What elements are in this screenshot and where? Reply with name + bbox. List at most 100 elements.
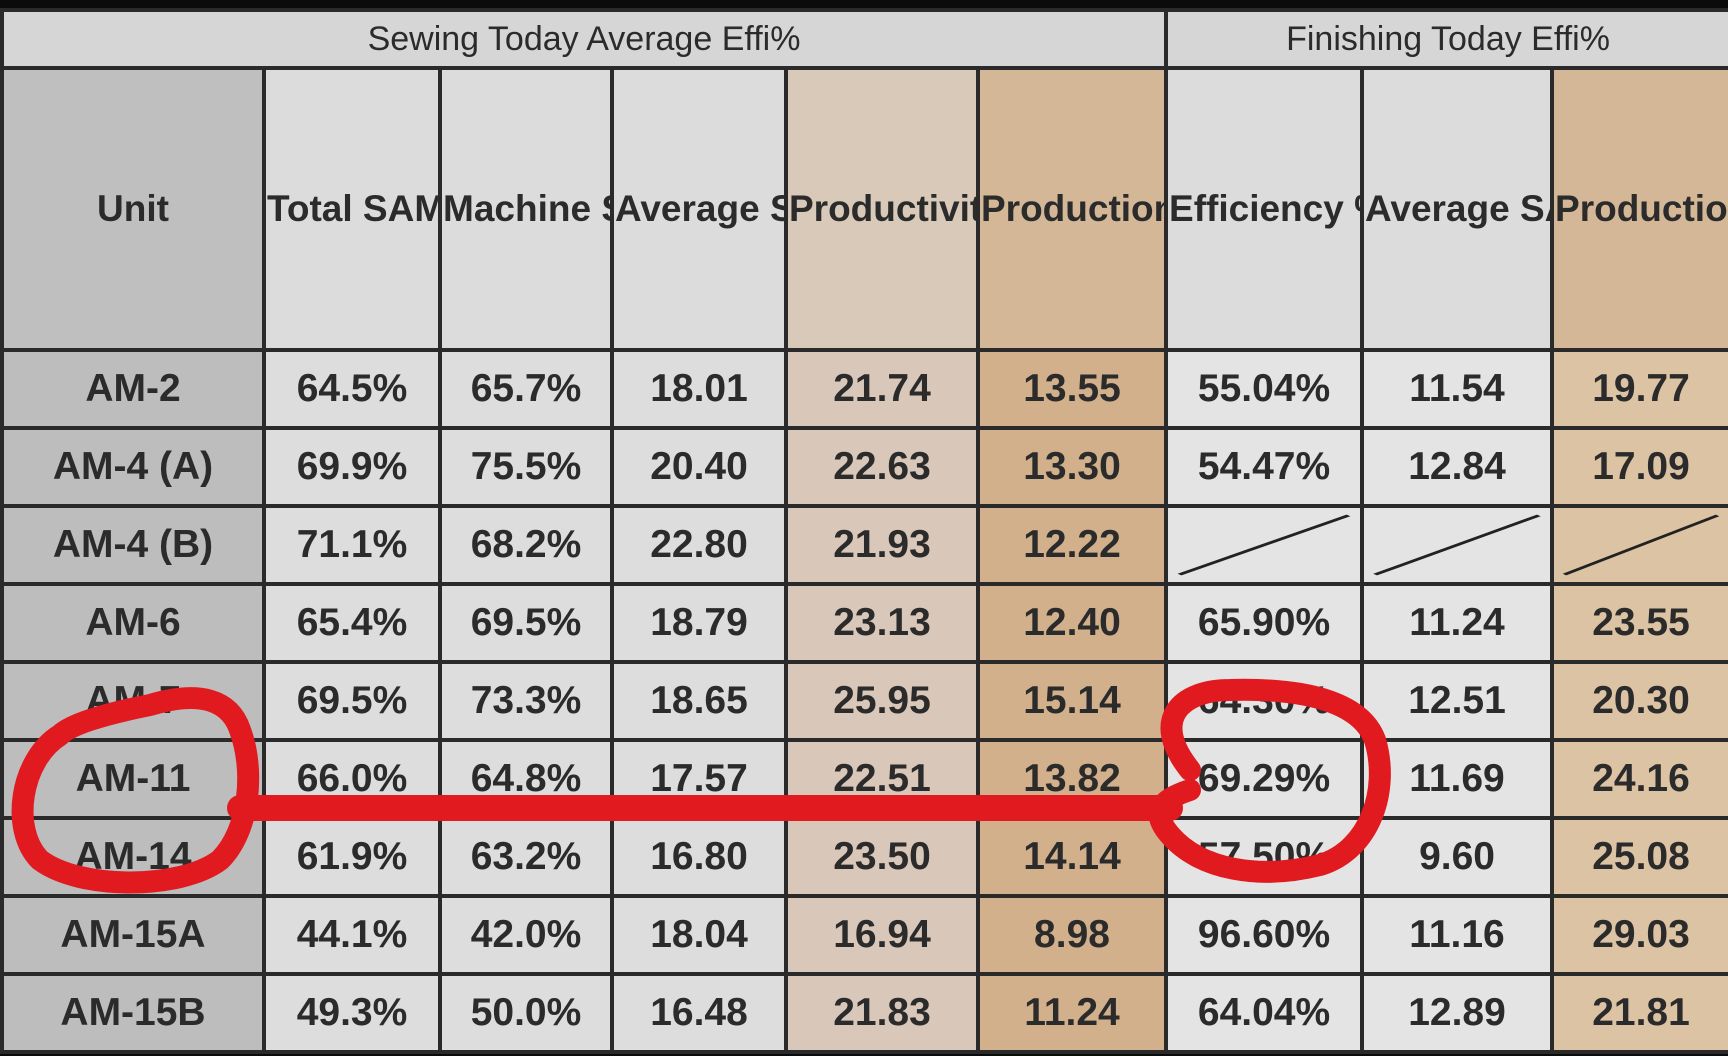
cell-production-finishing: 19.77 [1550,348,1728,430]
header-production-finishing: Production Per Finishing Employee With O… [1550,66,1728,352]
cell-production-finishing: 20.30 [1550,660,1728,742]
cell-machine-sam: 68.2% [438,504,614,586]
cell-productivity: 21.74 [784,348,980,430]
cell-unit: AM-15B [0,972,266,1054]
header-unit: Unit [0,66,266,352]
cell-production-finishing: 23.55 [1550,582,1728,664]
table-row: AM-2 64.5% 65.7% 18.01 21.74 13.55 55.04% 11.54… [0,348,1728,430]
cell-unit: AM-7 [0,660,266,742]
cell-productivity: 22.51 [784,738,980,820]
header-production-sewing: Production Per Sewing Employee With OT H… [975,66,1169,352]
empty-slash [1562,514,1720,576]
cell-unit: AM-15A [0,894,266,976]
cell-unit: AM-11 [0,738,266,820]
cell-production-finishing: 21.81 [1550,972,1728,1054]
empty-slash [1177,514,1351,576]
sewing-group-header: Sewing Today Average Effi% [0,8,1169,70]
cell-machine-sam: 64.8% [438,738,614,820]
table-row: AM-15B 49.3% 50.0% 16.48 21.83 11.24 64.04% 12.… [0,972,1728,1054]
table-row: AM-6 65.4% 69.5% 18.79 23.13 12.40 65.90% 11.24… [0,582,1728,664]
cell-production-sewing: 8.98 [975,894,1169,976]
cell-total-sam: 65.4% [262,582,442,664]
cell-unit: AM-6 [0,582,266,664]
cell-productivity: 23.50 [784,816,980,898]
cell-production-sewing: 12.40 [975,582,1169,664]
cell-production-sewing: 14.14 [975,816,1169,898]
cell-unit: AM-2 [0,348,266,430]
cell-machine-sam: 65.7% [438,348,614,430]
header-efficiency: Efficiency % [1164,66,1365,352]
cell-production-sewing: 11.24 [975,972,1169,1054]
cell-production-sewing: 13.82 [975,738,1169,820]
cell-finishing-average-sam: 11.69 [1360,738,1555,820]
cell-machine-sam: 69.5% [438,582,614,664]
cell-machine-sam: 42.0% [438,894,614,976]
cell-finishing-average-sam: 11.54 [1360,348,1555,430]
cell-unit: AM-4 (A) [0,426,266,508]
table-row: AM-14 61.9% 63.2% 16.80 23.50 14.14 57.50% 9.60… [0,816,1728,898]
cell-total-sam: 69.5% [262,660,442,742]
cell-productivity: 21.93 [784,504,980,586]
table-row: AM-4 (A) 69.9% 75.5% 20.40 22.63 13.30 54.47% 1… [0,426,1728,508]
cell-average-sam: 20.40 [610,426,788,508]
table-row: AM-11 66.0% 64.8% 17.57 22.51 13.82 69.29% 11.6… [0,738,1728,820]
cell-productivity: 25.95 [784,660,980,742]
efficiency-table: Sewing Today Average Effi% Finishing Tod… [0,8,1728,1054]
cell-average-sam: 17.57 [610,738,788,820]
cell-average-sam: 18.01 [610,348,788,430]
cell-machine-sam: 75.5% [438,426,614,508]
cell-average-sam: 18.79 [610,582,788,664]
cell-finishing-average-sam: 12.84 [1360,426,1555,508]
cell-total-sam: 49.3% [262,972,442,1054]
cell-production-finishing: 29.03 [1550,894,1728,976]
cell-average-sam: 16.80 [610,816,788,898]
header-finishing-average-sam: Average SAM [1360,66,1555,352]
cell-average-sam: 16.48 [610,972,788,1054]
cell-finishing-average-sam: 12.89 [1360,972,1555,1054]
header-machine-sam: Machine SAM Base Effi% [438,66,614,352]
empty-slash [1373,514,1541,576]
cell-unit: AM-4 (B) [0,504,266,586]
cell-finishing-average-sam: 11.16 [1360,894,1555,976]
cell-production-finishing: 25.08 [1550,816,1728,898]
cell-total-sam: 66.0% [262,738,442,820]
cell-finishing-average-sam: 11.24 [1360,582,1555,664]
cell-productivity: 21.83 [784,972,980,1054]
cell-finishing-average-sam: 12.51 [1360,660,1555,742]
cell-efficiency [1164,504,1365,586]
finishing-group-header: Finishing Today Effi% [1164,8,1728,70]
header-productivity: Productivity Per Running Sewing Machine [784,66,980,352]
cell-machine-sam: 63.2% [438,816,614,898]
cell-production-sewing: 13.30 [975,426,1169,508]
cell-total-sam: 69.9% [262,426,442,508]
cell-total-sam: 61.9% [262,816,442,898]
cell-efficiency: 65.90% [1164,582,1365,664]
header-total-sam: Total SAM Base Effi% [262,66,442,352]
cell-efficiency: 64.30% [1164,660,1365,742]
cell-efficiency: 57.50% [1164,816,1365,898]
cell-production-sewing: 12.22 [975,504,1169,586]
cell-production-sewing: 13.55 [975,348,1169,430]
cell-total-sam: 64.5% [262,348,442,430]
cell-machine-sam: 73.3% [438,660,614,742]
cell-efficiency: 54.47% [1164,426,1365,508]
cell-total-sam: 71.1% [262,504,442,586]
cell-total-sam: 44.1% [262,894,442,976]
cell-efficiency: 55.04% [1164,348,1365,430]
cell-average-sam: 18.65 [610,660,788,742]
cell-production-finishing [1550,504,1728,586]
cell-unit: AM-14 [0,816,266,898]
cell-average-sam: 18.04 [610,894,788,976]
cell-productivity: 23.13 [784,582,980,664]
cell-machine-sam: 50.0% [438,972,614,1054]
cell-efficiency: 69.29% [1164,738,1365,820]
cell-production-sewing: 15.14 [975,660,1169,742]
cell-production-finishing: 24.16 [1550,738,1728,820]
table-row: AM-7 69.5% 73.3% 18.65 25.95 15.14 64.30% 12.51… [0,660,1728,742]
cell-production-finishing: 17.09 [1550,426,1728,508]
cell-efficiency: 96.60% [1164,894,1365,976]
cell-productivity: 22.63 [784,426,980,508]
cell-productivity: 16.94 [784,894,980,976]
table-row: AM-4 (B) 71.1% 68.2% 22.80 21.93 12.22 [0,504,1728,586]
cell-finishing-average-sam: 9.60 [1360,816,1555,898]
